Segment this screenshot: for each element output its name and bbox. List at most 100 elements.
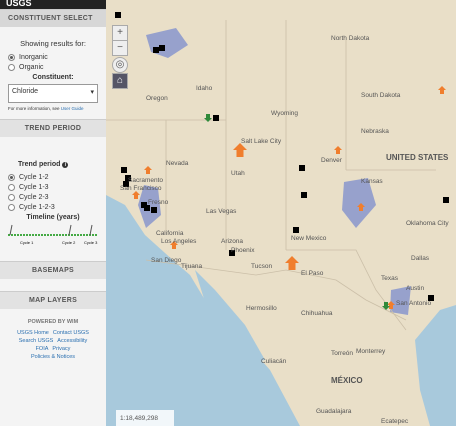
- trend-up: [357, 203, 365, 211]
- map-label: Las Vegas: [206, 208, 237, 215]
- map-label: Tucson: [251, 263, 272, 270]
- option[interactable]: Cycle 1-2: [19, 174, 49, 181]
- map-label: UNITED STATES: [386, 153, 449, 162]
- select-value: Chloride: [12, 88, 39, 95]
- trend-up: [233, 143, 247, 157]
- map-label: Ecatepec: [381, 418, 409, 425]
- site-marker: [144, 205, 150, 211]
- option[interactable]: Cycle 2-3: [19, 194, 49, 201]
- map-label: Idaho: [196, 85, 213, 92]
- tick: Cycle 1: [20, 240, 34, 245]
- link[interactable]: User Guide: [60, 106, 84, 111]
- option[interactable]: Cycle 1-2-3: [19, 204, 55, 211]
- map-label: Culiacán: [261, 358, 287, 365]
- map-label: Sacramento: [128, 177, 163, 184]
- map-label: Torreón: [331, 350, 353, 357]
- home[interactable]: ⌂: [112, 73, 128, 89]
- trend-down: [382, 302, 390, 310]
- site-marker: [229, 250, 235, 256]
- label: Timeline (years): [26, 214, 80, 221]
- footer-link[interactable]: Search USGS: [18, 338, 54, 344]
- section-header[interactable]: CONSTITUENT SELECT: [0, 9, 106, 27]
- map-label: San Francisco: [120, 185, 162, 192]
- logo: USGS: [0, 0, 106, 9]
- trend-up: [132, 191, 140, 199]
- map-label: El Paso: [301, 270, 324, 277]
- site-marker: [151, 207, 157, 213]
- footer-link[interactable]: Accessibility: [57, 338, 88, 344]
- timeline: Cycle 1 Cycle 2 Cycle 3: [8, 224, 98, 245]
- footer-links: USGS Home Contact USGS Search USGS Accessib…: [6, 329, 100, 361]
- gulf: [415, 305, 456, 426]
- option[interactable]: Organic: [19, 64, 44, 71]
- radio[interactable]: [8, 64, 15, 71]
- section-header[interactable]: BASEMAPS: [0, 261, 106, 279]
- label: Constituent:: [32, 74, 74, 81]
- trend-up: [285, 256, 299, 270]
- label-text: Trend period: [18, 161, 61, 168]
- section-header[interactable]: MAP LAYERS: [0, 291, 106, 309]
- site-marker: [428, 295, 434, 301]
- site-marker: [153, 47, 159, 53]
- trend-up: [144, 166, 152, 174]
- map-label: Monterrey: [356, 348, 386, 355]
- site-marker: [443, 197, 449, 203]
- radio[interactable]: [8, 194, 15, 201]
- option[interactable]: Cycle 1-3: [19, 184, 49, 191]
- map-label: Oklahoma City: [406, 220, 449, 227]
- label: Showing results for:: [20, 39, 86, 48]
- site-marker: [123, 181, 129, 187]
- site-marker: [301, 192, 307, 198]
- option[interactable]: Inorganic: [19, 54, 48, 61]
- zoom-out[interactable]: −: [112, 40, 128, 56]
- site-marker: [125, 175, 131, 181]
- footer-link[interactable]: Policies & Notices: [30, 354, 76, 360]
- map-label: Salt Lake City: [241, 138, 282, 145]
- tick: Cycle 2: [62, 240, 76, 245]
- radio[interactable]: [8, 54, 15, 61]
- tick: Cycle 3: [84, 240, 98, 245]
- radio[interactable]: [8, 174, 15, 181]
- trend-up: [438, 86, 446, 94]
- radio[interactable]: [8, 204, 15, 211]
- scale-box: [116, 410, 174, 426]
- footer-link[interactable]: USGS Home: [17, 330, 49, 336]
- map-label: Oregon: [146, 95, 168, 102]
- map-label: Arizona: [221, 238, 243, 245]
- footer-link[interactable]: Privacy: [52, 346, 71, 352]
- map-label: California: [156, 230, 184, 237]
- map-label: Guadalajara: [316, 408, 352, 415]
- footer-link[interactable]: FOIA: [35, 346, 49, 352]
- info-icon[interactable]: i: [62, 162, 69, 168]
- powered: POWERED BY WIM: [27, 319, 79, 325]
- site-marker: [299, 165, 305, 171]
- map-label: Tijuana: [181, 263, 202, 270]
- borders: [106, 20, 436, 331]
- footer-link[interactable]: Contact USGS: [52, 330, 89, 336]
- map-label: Austin: [406, 285, 424, 292]
- map-label: Los Angeles: [161, 238, 197, 245]
- site-marker: [293, 227, 299, 233]
- map-label: Utah: [231, 170, 245, 177]
- trend-up: [334, 146, 342, 154]
- site-marker: [115, 12, 121, 18]
- sidebar: USGS CONSTITUENT SELECT Showing results …: [0, 0, 106, 426]
- section-header[interactable]: TREND PERIOD: [0, 119, 106, 137]
- locate[interactable]: ◎: [112, 57, 128, 73]
- map-label: New Mexico: [291, 235, 327, 242]
- map-label: Texas: [381, 275, 399, 282]
- radio[interactable]: [8, 184, 15, 191]
- map-label: Phoenix: [231, 247, 255, 254]
- caret: ▾: [90, 89, 94, 96]
- map-label: Nevada: [166, 160, 189, 167]
- select[interactable]: Chloride ▾: [8, 84, 98, 103]
- map-label: San Antonio: [396, 300, 431, 307]
- gulf: [195, 270, 265, 362]
- map: North Dakota Oregon Idaho Wyoming South Dako…: [106, 0, 456, 426]
- map-label: Nebraska: [361, 128, 389, 135]
- zoom-in[interactable]: +: [112, 25, 128, 41]
- ocean: [106, 195, 300, 426]
- site-marker: [159, 45, 165, 51]
- site-marker: [121, 167, 127, 173]
